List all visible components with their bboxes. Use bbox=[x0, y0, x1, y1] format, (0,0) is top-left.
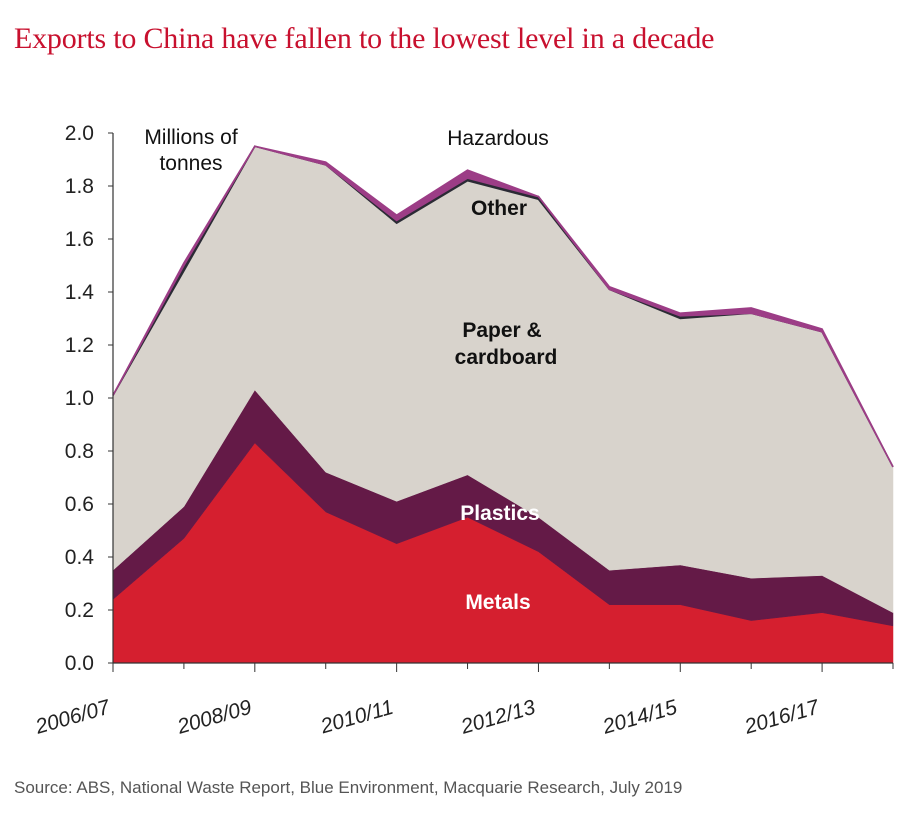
series-label-paper-line1: Paper & bbox=[462, 319, 541, 342]
y-tick-label: 1.0 bbox=[65, 387, 94, 410]
series-label-other: Other bbox=[471, 197, 527, 220]
unit-label-line1: Millions of bbox=[144, 126, 238, 149]
label-layer: Millions of tonnes Hazardous Other Paper… bbox=[144, 126, 557, 614]
x-tick-label: 2012/13 bbox=[458, 696, 539, 739]
area-hazardous bbox=[112, 145, 894, 468]
axes-layer: 0.0 0.2 0.4 0.6 0.8 1.0 1.2 1.4 1.6 1.8 2.0 2006/07… bbox=[32, 122, 894, 739]
series-label-paper-line2: cardboard bbox=[455, 346, 558, 369]
chart-title: Exports to China have fallen to the lowe… bbox=[14, 22, 715, 55]
series-label-metals: Metals bbox=[465, 591, 530, 614]
y-tick-label: 0.6 bbox=[65, 493, 94, 516]
y-tick-label: 1.2 bbox=[65, 334, 94, 357]
x-tick-label: 2010/11 bbox=[317, 696, 396, 739]
x-tick-label: 2008/09 bbox=[174, 696, 255, 739]
y-tick-label: 1.4 bbox=[65, 281, 95, 304]
source-note: Source: ABS, National Waste Report, Blue… bbox=[14, 778, 683, 797]
series-label-hazardous: Hazardous bbox=[447, 127, 549, 150]
y-tick-label: 0.4 bbox=[65, 546, 95, 569]
y-tick-label: 0.0 bbox=[65, 652, 94, 675]
area-layer bbox=[112, 145, 894, 664]
series-label-plastics: Plastics bbox=[460, 502, 539, 525]
stacked-area-chart: 0.0 0.2 0.4 0.6 0.8 1.0 1.2 1.4 1.6 1.8 2.0 2006/07… bbox=[32, 122, 894, 739]
y-tick-label: 0.2 bbox=[65, 599, 94, 622]
unit-label-line2: tonnes bbox=[159, 152, 222, 175]
x-tick-label: 2006/07 bbox=[32, 695, 114, 739]
y-tick-label: 1.8 bbox=[65, 175, 94, 198]
x-tick-label: 2014/15 bbox=[599, 696, 680, 739]
y-tick-label: 1.6 bbox=[65, 228, 94, 251]
x-tick-label: 2016/17 bbox=[741, 695, 823, 739]
y-tick-label: 2.0 bbox=[65, 122, 94, 145]
y-tick-label: 0.8 bbox=[65, 440, 94, 463]
